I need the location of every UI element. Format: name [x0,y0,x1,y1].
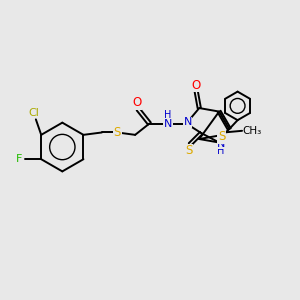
Text: N: N [164,118,172,128]
Text: S: S [114,126,121,139]
Text: O: O [132,96,141,109]
Text: F: F [16,154,22,164]
Text: H: H [217,146,224,156]
Text: N: N [218,139,226,149]
Text: H: H [164,110,172,120]
Text: Cl: Cl [28,108,40,118]
Text: O: O [191,79,200,92]
Text: S: S [185,144,192,158]
Text: CH₃: CH₃ [242,126,261,136]
Text: S: S [218,130,225,143]
Text: N: N [184,117,192,127]
